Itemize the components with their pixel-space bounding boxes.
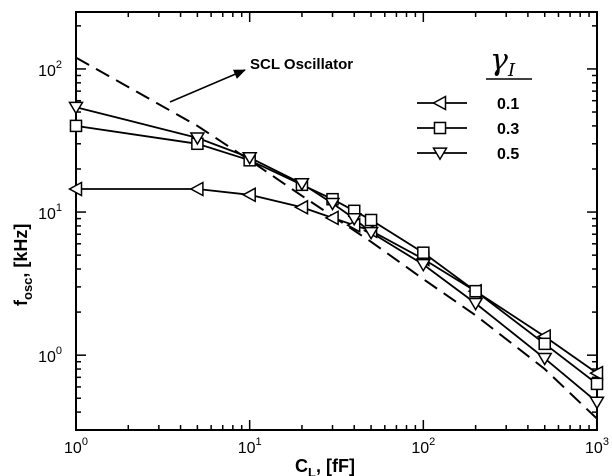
legend-marker-0.5 xyxy=(432,147,448,161)
annotation-arrow xyxy=(169,69,246,103)
data-point-0.3 xyxy=(417,246,430,259)
data-point-0.5 xyxy=(415,258,432,273)
legend-entries: 0.1 0.3 0.5 xyxy=(417,95,519,163)
x-axis-label-unit: , [fF] xyxy=(316,456,355,476)
x-tick-label: 101 xyxy=(238,436,262,457)
data-point-0.5 xyxy=(189,132,206,146)
plot-frame xyxy=(75,11,598,431)
y-tick-label: 100 xyxy=(38,345,62,366)
legend-label-0.1: 0.1 xyxy=(497,96,519,113)
y-tick-label: 101 xyxy=(38,202,62,223)
data-point-0.5 xyxy=(467,297,484,312)
x-tick-label: 103 xyxy=(585,436,609,457)
data-point-0.1 xyxy=(67,181,83,197)
data-point-0.3 xyxy=(69,119,83,133)
data-point-0.5 xyxy=(589,396,605,410)
series-markers xyxy=(67,101,605,410)
x-axis-label-main: C xyxy=(295,456,308,476)
data-point-0.1 xyxy=(324,210,339,226)
x-tick-label: 102 xyxy=(411,436,435,457)
x-tick-label: 100 xyxy=(64,436,88,457)
y-axis-label-unit: , [kHz] xyxy=(11,224,31,278)
data-point-0.5 xyxy=(241,152,258,166)
legend-marker-0.3 xyxy=(433,121,447,135)
series-line-0.3 xyxy=(75,125,598,385)
y-axis-label: fosc, [kHz] xyxy=(11,224,35,306)
data-point-0.1 xyxy=(588,365,604,381)
legend-title-symbol: γ xyxy=(490,43,508,78)
data-point-0.3 xyxy=(538,337,551,351)
legend-label-0.3: 0.3 xyxy=(497,121,519,138)
data-point-0.3 xyxy=(364,213,378,227)
legend: γI 0.1 0.3 0.5 xyxy=(417,43,532,163)
tick-labels: 100 101 102 103 100 101 102 xyxy=(38,59,609,457)
axis-ticks xyxy=(75,12,597,431)
legend-label-0.5: 0.5 xyxy=(497,146,519,163)
data-point-0.5 xyxy=(324,197,341,211)
legend-title: γI xyxy=(490,43,516,81)
data-point-0.5 xyxy=(536,352,553,366)
scl-oscillator-reference-line xyxy=(75,56,598,420)
annotation-label: SCL Oscillator xyxy=(250,56,353,73)
y-axis-label-subscript: osc xyxy=(20,278,35,300)
data-point-0.3 xyxy=(469,284,482,298)
data-point-0.5 xyxy=(363,226,379,241)
x-axis-label-subscript: L xyxy=(308,465,316,476)
data-point-0.5 xyxy=(294,178,310,192)
x-axis-label: CL, [fF] xyxy=(295,456,355,476)
data-point-0.5 xyxy=(346,212,363,227)
y-axis-label-main: f xyxy=(11,299,31,306)
data-point-0.5 xyxy=(68,101,84,115)
legend-title-subscript: I xyxy=(507,60,516,81)
data-point-0.1 xyxy=(293,199,309,216)
data-point-0.1 xyxy=(241,187,256,203)
legend-marker-0.1 xyxy=(431,95,447,111)
data-point-0.3 xyxy=(590,377,604,391)
y-tick-label: 102 xyxy=(38,59,62,80)
data-point-0.1 xyxy=(189,181,204,197)
